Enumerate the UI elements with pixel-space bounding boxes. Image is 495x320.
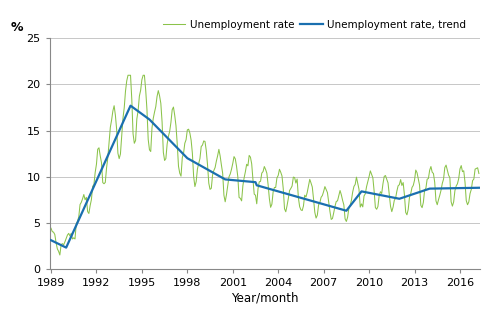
Unemployment rate, trend [423, 188, 429, 192]
Line: Unemployment rate: Unemployment rate [51, 75, 479, 255]
Unemployment rate [128, 73, 134, 77]
Unemployment rate, trend [309, 199, 315, 203]
Unemployment rate [476, 172, 482, 175]
Unemployment rate [48, 226, 54, 230]
Unemployment rate, trend [48, 238, 54, 242]
Unemployment rate, trend [111, 140, 117, 144]
Unemployment rate [393, 196, 398, 200]
Unemployment rate [111, 104, 117, 108]
Unemployment rate [401, 193, 407, 197]
Unemployment rate, trend [126, 107, 132, 110]
Unemployment rate, trend [401, 195, 407, 199]
Legend: Unemployment rate, Unemployment rate, trend: Unemployment rate, Unemployment rate, tr… [158, 16, 471, 34]
Unemployment rate [309, 185, 315, 189]
Unemployment rate, trend [63, 246, 69, 250]
X-axis label: Year/month: Year/month [231, 292, 298, 305]
Unemployment rate [423, 186, 429, 190]
Unemployment rate, trend [476, 186, 482, 190]
Line: Unemployment rate, trend: Unemployment rate, trend [51, 106, 479, 248]
Unemployment rate [125, 73, 131, 77]
Unemployment rate [57, 253, 63, 257]
Unemployment rate, trend [393, 196, 398, 200]
Text: %: % [11, 21, 23, 34]
Unemployment rate, trend [128, 104, 134, 108]
